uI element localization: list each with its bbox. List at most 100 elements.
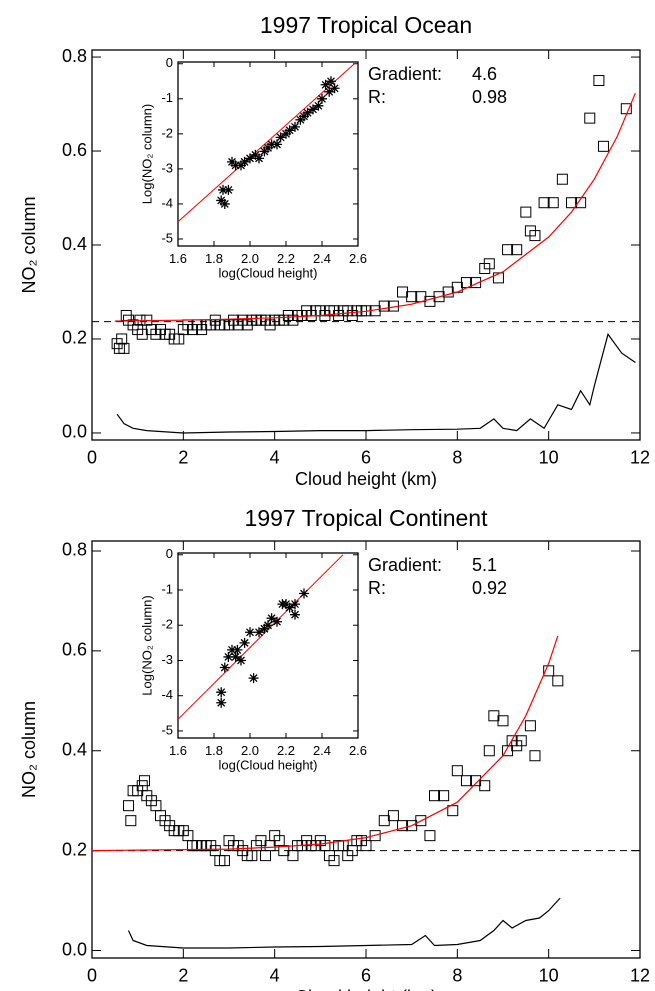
inset-point — [216, 697, 227, 708]
data-point — [575, 197, 587, 209]
inset-point — [302, 107, 313, 118]
plot-frame — [91, 49, 641, 441]
inset-point — [227, 644, 237, 655]
data-point — [378, 300, 390, 312]
inset-point — [313, 100, 324, 111]
inset-point — [236, 655, 246, 666]
x-tick-label: 2 — [178, 448, 188, 468]
inset-background — [178, 553, 358, 738]
data-point — [483, 258, 495, 270]
y-tick-label: 0.2 — [62, 328, 87, 348]
data-point — [538, 197, 550, 209]
data-point — [502, 244, 514, 256]
inset-point — [230, 651, 241, 662]
data-point — [287, 850, 299, 862]
x-tick-label: 2 — [178, 966, 188, 986]
inset-point — [254, 627, 264, 638]
inset-point — [223, 184, 234, 195]
inset-point — [239, 637, 250, 648]
x-tick-label: 8 — [452, 966, 462, 986]
inset-point — [216, 195, 227, 206]
inset-point — [263, 142, 273, 153]
data-point — [406, 291, 418, 303]
y-tick-label: 0.0 — [62, 422, 87, 442]
fit-curve — [91, 635, 559, 852]
x-tick-label: 4 — [270, 966, 280, 986]
inset-fit-line — [177, 554, 344, 720]
inset-point — [236, 160, 246, 171]
data-point — [123, 800, 135, 812]
inset-point — [299, 111, 309, 122]
inset-point — [266, 613, 277, 624]
inset-point — [223, 651, 234, 662]
data-point — [552, 675, 564, 687]
data-point — [397, 286, 409, 298]
data-point — [460, 775, 472, 787]
data-point — [387, 810, 399, 822]
y-tick-label: 0.4 — [62, 739, 87, 759]
y-tick-label: -5 — [161, 230, 173, 245]
inset-point — [281, 128, 291, 139]
data-point — [116, 333, 128, 345]
inset-point — [329, 83, 340, 94]
inset-point — [324, 86, 335, 97]
annotation-label: Gradient: — [368, 64, 442, 84]
data-point — [515, 735, 527, 747]
data-point — [264, 840, 276, 852]
inset-point — [250, 149, 261, 160]
data-point — [488, 710, 500, 722]
x-tick-label: 2.0 — [241, 743, 259, 758]
data-point — [328, 855, 340, 867]
data-point — [118, 342, 130, 354]
x-tick-label: 4 — [270, 448, 280, 468]
inset-point — [281, 599, 291, 610]
x-tick-label: 2.2 — [277, 251, 295, 266]
inset-point — [317, 93, 327, 104]
data-point — [497, 715, 509, 727]
inset-point — [266, 139, 277, 150]
chart-title: 1997 Tropical Ocean — [260, 12, 472, 38]
x-tick-label: 0 — [87, 448, 97, 468]
inset-point — [272, 139, 282, 150]
data-point — [597, 140, 609, 152]
data-point — [529, 230, 541, 242]
y-tick-label: -1 — [161, 581, 173, 596]
y-tick-label: 0 — [166, 546, 173, 561]
inset-point — [272, 616, 282, 627]
data-point — [397, 820, 409, 832]
data-point — [415, 815, 427, 827]
lower-line — [116, 332, 636, 434]
annotation-value: 0.92 — [472, 578, 507, 598]
inset-point — [295, 114, 306, 125]
data-point — [424, 830, 436, 842]
x-tick-label: 8 — [452, 448, 462, 468]
y-tick-label: -2 — [161, 125, 173, 140]
data-point — [584, 112, 596, 124]
x-tick-label: 1.6 — [169, 743, 187, 758]
y-axis-label: NO₂ column — [19, 196, 39, 293]
data-point — [543, 665, 555, 677]
y-tick-label: -2 — [161, 617, 173, 632]
data-point — [593, 75, 605, 87]
data-point — [492, 272, 504, 284]
y-tick-label: -3 — [161, 652, 173, 667]
data-point — [218, 855, 230, 867]
fit-curve — [114, 92, 636, 322]
inset-point — [227, 156, 237, 167]
plot-frame — [177, 552, 359, 739]
y-tick-label: 0 — [166, 55, 173, 70]
inset-x-label: log(Cloud height) — [218, 757, 317, 772]
data-point — [369, 830, 381, 842]
y-tick-label: -4 — [161, 687, 173, 702]
inset-point — [232, 644, 243, 655]
chart-title: 1997 Tropical Continent — [245, 505, 489, 531]
annotation-label: Gradient: — [368, 555, 442, 575]
y-tick-label: 0.8 — [62, 46, 87, 66]
inset-point — [248, 673, 259, 684]
data-point — [520, 206, 532, 218]
y-tick-label: -5 — [161, 722, 173, 737]
data-point — [139, 775, 151, 787]
x-tick-label: 12 — [630, 966, 650, 986]
x-tick-label: 2.2 — [277, 743, 295, 758]
